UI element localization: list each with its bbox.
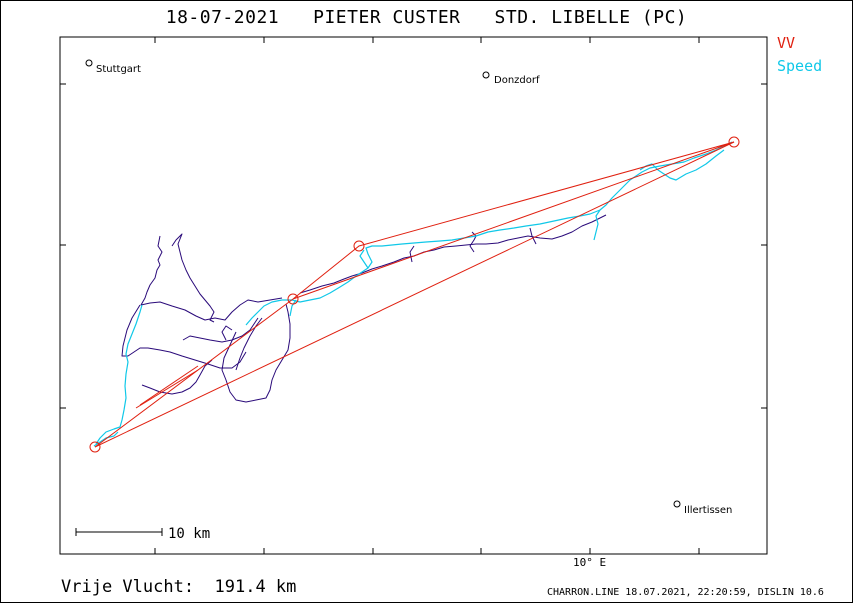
longitude-label: 10° E (573, 556, 606, 569)
turnpoint-icon (353, 240, 365, 252)
turnpoint-icon (287, 293, 299, 305)
place-label: Illertissen (684, 505, 732, 516)
scale-label: 10 km (168, 526, 210, 542)
turnpoint-markers (89, 136, 740, 453)
turnpoint-icon (728, 136, 740, 148)
place-marker-icon (673, 500, 681, 508)
flight-title: 18-07-2021 PIETER CUSTER STD. LIBELLE (P… (165, 7, 688, 28)
track-climb (121, 214, 607, 403)
place-stuttgart: Stuttgart (85, 59, 141, 75)
place-label: Stuttgart (96, 64, 141, 75)
track-speed (93, 141, 733, 447)
distance-summary: Vrije Vlucht: 191.4 km (61, 577, 297, 597)
place-label: Donzdorf (494, 75, 540, 86)
place-marker-icon (482, 71, 490, 79)
map-frame (59, 36, 768, 555)
place-marker-icon (85, 59, 93, 67)
start-point-icon (89, 441, 101, 453)
legend-vv: VV (777, 34, 796, 52)
place-donzdorf: Donzdorf (482, 71, 540, 86)
place-illertissen: Illertissen (673, 500, 732, 516)
software-credit: CHARRON.LINE 18.07.2021, 22:20:59, DISLI… (547, 587, 824, 598)
axis-ticks (60, 37, 767, 554)
legend-speed: Speed (777, 57, 823, 75)
scale-bar: 10 km (75, 526, 210, 542)
task-legs (94, 141, 735, 448)
